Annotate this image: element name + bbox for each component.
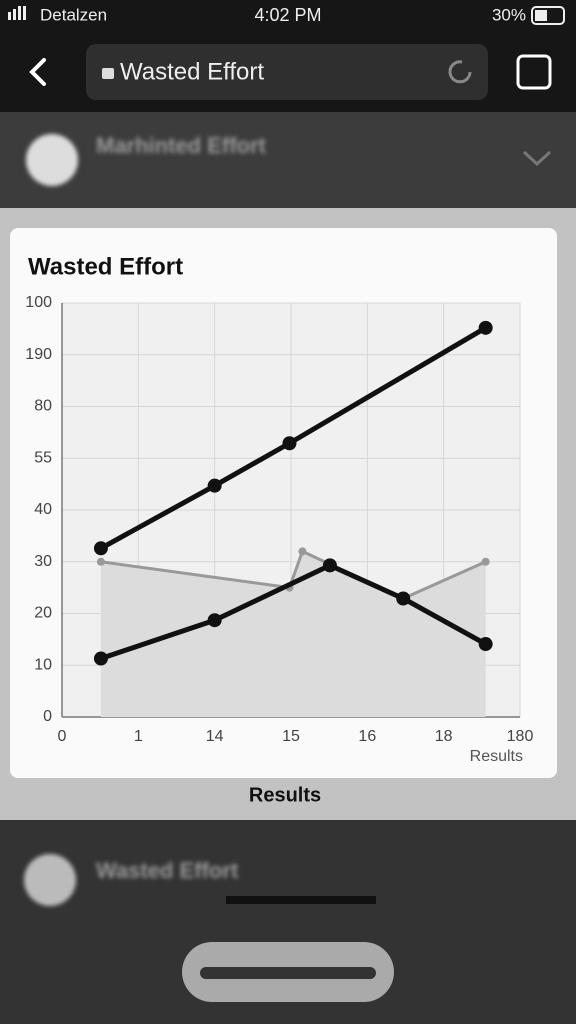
x-axis-label: Results bbox=[470, 748, 523, 765]
signal bbox=[8, 6, 26, 20]
back-button[interactable] bbox=[29, 58, 46, 86]
x-tick-label: 1 bbox=[134, 728, 143, 745]
top-item-icon bbox=[26, 134, 78, 186]
y-tick-label: 20 bbox=[34, 605, 52, 622]
top-item-title: Marhinted Effort bbox=[96, 133, 267, 158]
y-tick-label: 80 bbox=[34, 398, 52, 415]
battery-fill bbox=[535, 10, 547, 21]
lock-icon bbox=[102, 68, 114, 79]
x-tick-label: 16 bbox=[358, 728, 376, 745]
point bbox=[298, 547, 307, 556]
chevron bbox=[522, 150, 552, 167]
x-tick-label: 0 bbox=[58, 728, 67, 745]
point bbox=[93, 541, 108, 556]
point bbox=[96, 557, 105, 566]
y-tick-label: 30 bbox=[34, 553, 52, 570]
point bbox=[93, 651, 108, 666]
point bbox=[207, 613, 222, 628]
x-tick-label: 18 bbox=[435, 728, 453, 745]
point bbox=[396, 591, 411, 606]
point bbox=[478, 320, 493, 335]
series-line bbox=[99, 325, 487, 551]
reload-button[interactable] bbox=[448, 60, 472, 84]
card-footer: Results bbox=[249, 784, 321, 806]
media-slider[interactable] bbox=[200, 967, 376, 979]
bottom-item-icon bbox=[24, 854, 76, 906]
top-item[interactable] bbox=[0, 112, 576, 208]
x-tick-label: 14 bbox=[206, 728, 224, 745]
clock: 4:02 PM bbox=[254, 5, 321, 25]
carrier: Detalzen bbox=[40, 5, 107, 24]
page-title: Wasted Effort bbox=[120, 58, 264, 85]
progress bbox=[226, 896, 376, 904]
point bbox=[481, 557, 490, 566]
point bbox=[478, 637, 493, 652]
y-tick-label: 10 bbox=[34, 656, 52, 673]
x-tick-label: 180 bbox=[507, 728, 534, 745]
battery-icon bbox=[531, 6, 565, 25]
battery-level: 30% bbox=[492, 5, 526, 24]
y-tick-label: 100 bbox=[25, 294, 52, 311]
y-tick-label: 0 bbox=[43, 708, 52, 725]
tabs-button[interactable] bbox=[516, 54, 552, 90]
y-tick-label: 190 bbox=[25, 346, 52, 363]
point bbox=[207, 478, 222, 493]
bottom-item-title: Wasted Effort bbox=[96, 858, 239, 883]
chart-title: Wasted Effort bbox=[28, 253, 183, 280]
y-tick-label: 55 bbox=[34, 449, 52, 466]
address-bar[interactable] bbox=[86, 44, 488, 100]
point bbox=[322, 558, 337, 573]
x-tick-label: 15 bbox=[282, 728, 300, 745]
point bbox=[282, 436, 297, 451]
y-tick-label: 40 bbox=[34, 501, 52, 518]
